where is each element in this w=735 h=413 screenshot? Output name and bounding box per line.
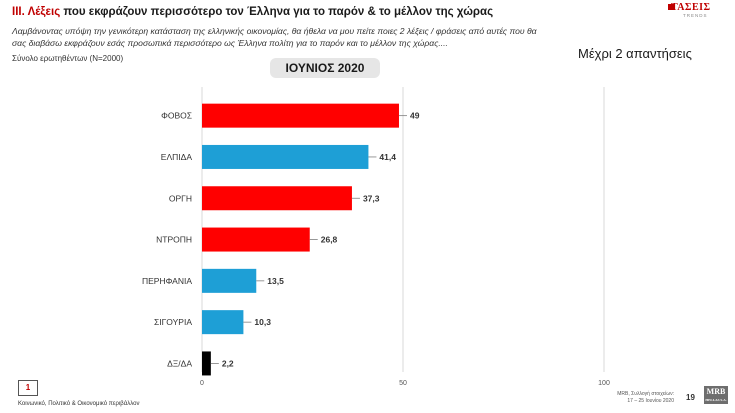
period-badge: ΙΟΥΝΙΟΣ 2020 [270,58,380,78]
mrb-logo-text: MRB [706,387,726,396]
bar [202,310,244,335]
data-label: 13,5 [267,276,284,286]
mrb-logo-subtext: HELLAS S.A. [705,398,727,402]
taseis-logo: ΤΑΣΕΙΣ TRENDS [668,2,721,18]
logo-name: ΤΑΣΕΙΣ [671,2,711,13]
data-label: 2,2 [222,358,234,368]
page-box: 1 [18,380,38,396]
fieldwork-dates: MRB, Συλλογή στοιχείων: 17 – 25 Ιουνίου … [608,391,674,405]
data-label: 10,3 [254,317,271,327]
category-label: ΟΡΓΗ [169,193,192,203]
mrb-logo: MRB HELLAS S.A. [704,386,728,404]
question-line-2: σας διαβάσω εκφράζουν εσάς προσωπικά περ… [12,38,448,48]
data-label: 37,3 [363,193,380,203]
category-label: ΕΛΠΙΔΑ [161,152,193,162]
sample-size: Σύνολο ερωτηθέντων (Ν=2000) [12,54,124,63]
category-label: ΣΙΓΟΥΡΙΑ [154,317,192,327]
category-label: ΝΤΡΟΠΗ [156,235,192,245]
bar [202,268,257,293]
fieldwork-line-2: 17 – 25 Ιουνίου 2020 [627,398,674,404]
x-tick-label: 0 [200,380,204,387]
title-text: που εκφράζουν περισσότερο τον Έλληνα για… [60,6,494,18]
category-label: ΦΟΒΟΣ [161,111,192,121]
question-line-1: Λαμβάνοντας υπόψη την γενικότερη κατάστα… [12,26,537,36]
logo-square-icon [668,4,674,10]
answers-note: Μέχρι 2 απαντήσεις [578,46,692,61]
title-number: ΙΙΙ. [12,6,25,18]
fieldwork-line-1: MRB, Συλλογή στοιχείων: [617,391,674,397]
bar [202,351,211,376]
bar [202,144,369,169]
logo-tagline: TRENDS [683,13,708,18]
page-number: 19 [686,393,695,402]
section-name: Κοινωνικό, Πολιτικό & Οικονομικό περιβάλ… [18,401,140,407]
category-label: ΠΕΡΗΦΑΝΙΑ [142,276,192,286]
data-label: 26,8 [321,235,338,245]
title-highlight: Λέξεις [27,6,61,18]
question-text: Λαμβάνοντας υπόψη την γενικότερη κατάστα… [12,25,572,49]
data-label: 49 [410,111,420,121]
bar [202,186,352,211]
x-tick-label: 100 [598,380,610,387]
x-tick-label: 50 [399,380,407,387]
page-title: ΙΙΙ. Λέξεις που εκφράζουν περισσότερο το… [12,6,493,18]
bar [202,227,310,252]
bar [202,103,399,128]
category-label: ΔΞ/ΔΑ [167,358,192,368]
data-label: 41,4 [379,152,396,162]
